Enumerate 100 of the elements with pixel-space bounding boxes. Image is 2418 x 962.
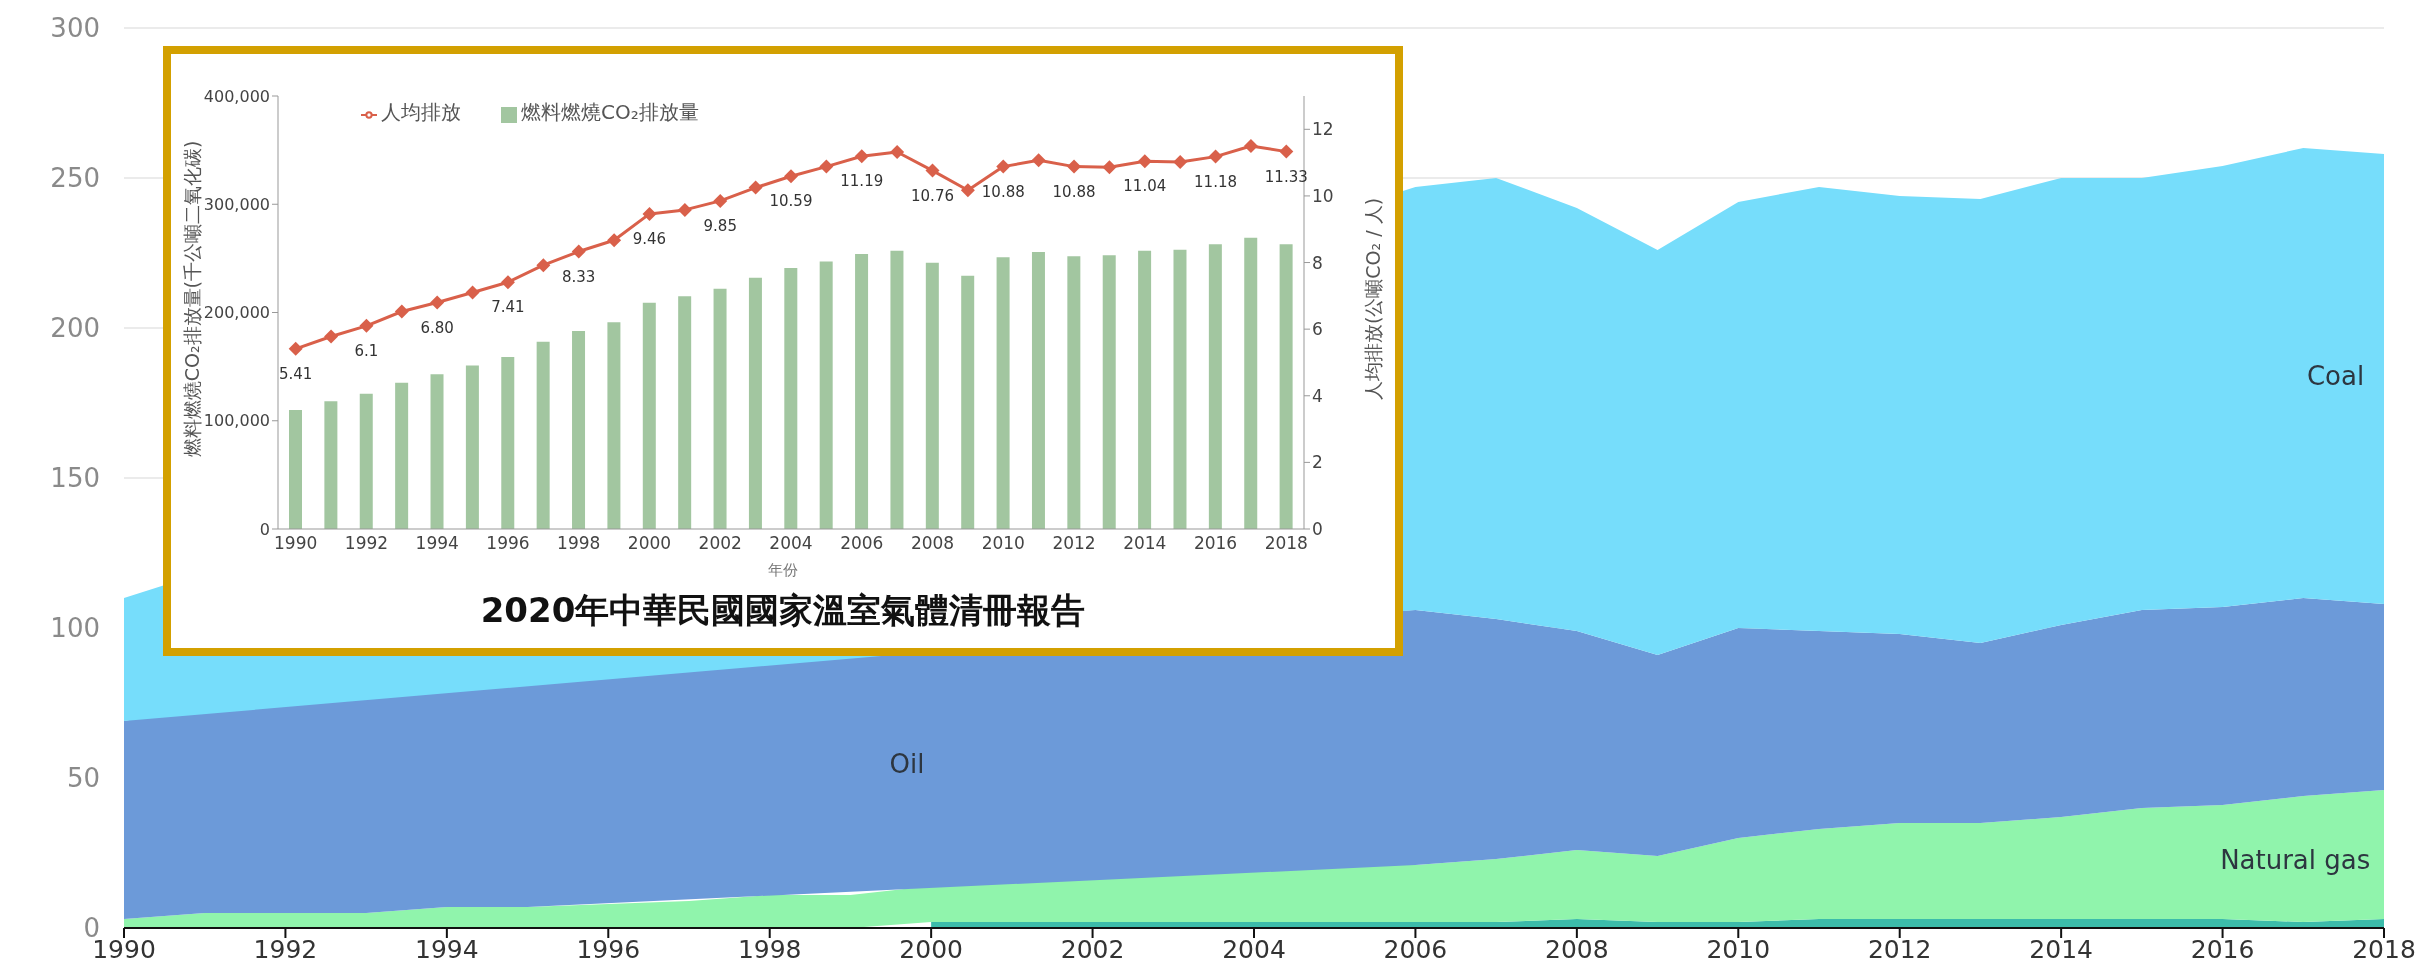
point — [394, 304, 409, 319]
y2-axis-title: 人均排放(公噸CO₂ / 人) — [1361, 197, 1385, 401]
x-tick-label: 1994 — [415, 533, 459, 554]
x-tick-label: 2000 — [899, 934, 963, 962]
point — [536, 258, 551, 273]
data-label: 10.88 — [1052, 182, 1096, 201]
x-tick-label: 2012 — [1052, 533, 1096, 554]
y-tick-label: 300,000 — [203, 194, 270, 214]
point — [854, 149, 869, 164]
point — [960, 183, 975, 198]
y2-tick-label: 8 — [1312, 252, 1323, 273]
bar — [430, 374, 444, 529]
y-tick-label: 200,000 — [203, 303, 270, 323]
bar — [501, 356, 515, 529]
data-label: 8.33 — [562, 267, 596, 286]
legend-label: 燃料燃燒CO₂排放量 — [521, 100, 699, 124]
bar — [289, 409, 302, 529]
y-tick-label: 400,000 — [203, 86, 270, 106]
bar — [890, 250, 904, 529]
bar — [855, 254, 869, 529]
point — [890, 144, 905, 159]
x-tick-label: 2014 — [2029, 934, 2093, 962]
data-label: 10.88 — [981, 182, 1025, 201]
y2-tick-label: 2 — [1312, 452, 1323, 473]
series-label: Coal — [2306, 360, 2365, 391]
point — [288, 341, 303, 356]
x-tick-label: 2018 — [2352, 934, 2416, 962]
x-tick-label: 2004 — [769, 533, 813, 554]
x-tick-label: 2002 — [1060, 934, 1125, 962]
y-tick-label: 300 — [50, 13, 100, 44]
data-label: 6.80 — [420, 318, 454, 337]
bar — [536, 341, 550, 529]
bar — [996, 257, 1010, 529]
y-tick-label: 0 — [259, 519, 270, 539]
bar — [713, 288, 727, 529]
x-tick-label: 1998 — [737, 934, 802, 962]
bar — [607, 322, 621, 529]
bar — [642, 302, 656, 529]
point — [1173, 154, 1188, 169]
bar — [819, 261, 833, 529]
bar — [359, 393, 373, 529]
x-tick-label: 1996 — [576, 934, 641, 962]
bar — [1208, 244, 1222, 529]
point — [1208, 149, 1223, 164]
point — [571, 244, 586, 259]
bar — [1102, 255, 1116, 529]
point — [465, 285, 480, 300]
y2-tick-label: 10 — [1312, 185, 1334, 206]
y-tick-label: 250 — [50, 163, 100, 194]
bar — [748, 277, 762, 529]
bar — [465, 365, 479, 529]
data-label: 11.18 — [1194, 172, 1238, 191]
data-label: 6.1 — [354, 341, 379, 360]
point — [713, 193, 728, 208]
point — [1102, 160, 1117, 175]
x-tick-label: 2004 — [1222, 934, 1286, 962]
data-label: 7.41 — [491, 298, 525, 317]
data-label: 11.19 — [840, 172, 884, 191]
point — [324, 329, 339, 344]
data-label: 11.04 — [1123, 177, 1167, 196]
x-tick-label: 2016 — [1193, 533, 1238, 554]
y-tick-label: 100,000 — [203, 411, 270, 431]
x-tick-label: 1994 — [415, 934, 479, 962]
data-label: 9.46 — [632, 229, 667, 248]
legend-label: 人均排放 — [381, 100, 461, 124]
x-axis-title: 年份 — [768, 561, 798, 579]
x-tick-label: 2010 — [1706, 934, 1771, 962]
point — [500, 275, 515, 290]
bar — [961, 275, 975, 529]
y-tick-label: 200 — [50, 313, 100, 344]
bar — [1244, 237, 1258, 529]
x-tick-label: 2012 — [1867, 934, 1932, 962]
y2-tick-label: 6 — [1312, 319, 1323, 340]
x-tick-label: 2006 — [840, 533, 884, 554]
x-tick-label: 2000 — [627, 533, 672, 554]
x-tick-label: 2016 — [2190, 934, 2255, 962]
point — [1067, 159, 1082, 174]
point — [819, 159, 834, 174]
bar — [678, 296, 692, 529]
point — [430, 295, 445, 310]
point — [1243, 138, 1258, 153]
x-tick-label: 2006 — [1383, 934, 1448, 962]
y2-tick-label: 0 — [1312, 519, 1323, 540]
point — [642, 206, 657, 221]
y-axis-title: 燃料燃燒CO₂排放量(千公噸二氧化碳) — [180, 140, 204, 458]
point — [925, 163, 940, 178]
data-label: 9.85 — [703, 216, 737, 235]
bar — [395, 382, 409, 529]
series-label: Oil — [889, 749, 925, 780]
point — [1137, 154, 1152, 169]
bar — [1279, 244, 1293, 529]
point — [784, 169, 798, 184]
point — [677, 202, 692, 217]
x-tick-label: 2008 — [910, 533, 955, 554]
data-label: 10.76 — [911, 186, 954, 205]
x-tick-label: 1998 — [557, 533, 601, 554]
point — [1279, 144, 1294, 159]
series-label: Natural gas — [2220, 844, 2371, 875]
text: 2020年中華民國國家溫室氣體清冊報告 — [479, 589, 1087, 632]
bar — [1138, 250, 1152, 529]
